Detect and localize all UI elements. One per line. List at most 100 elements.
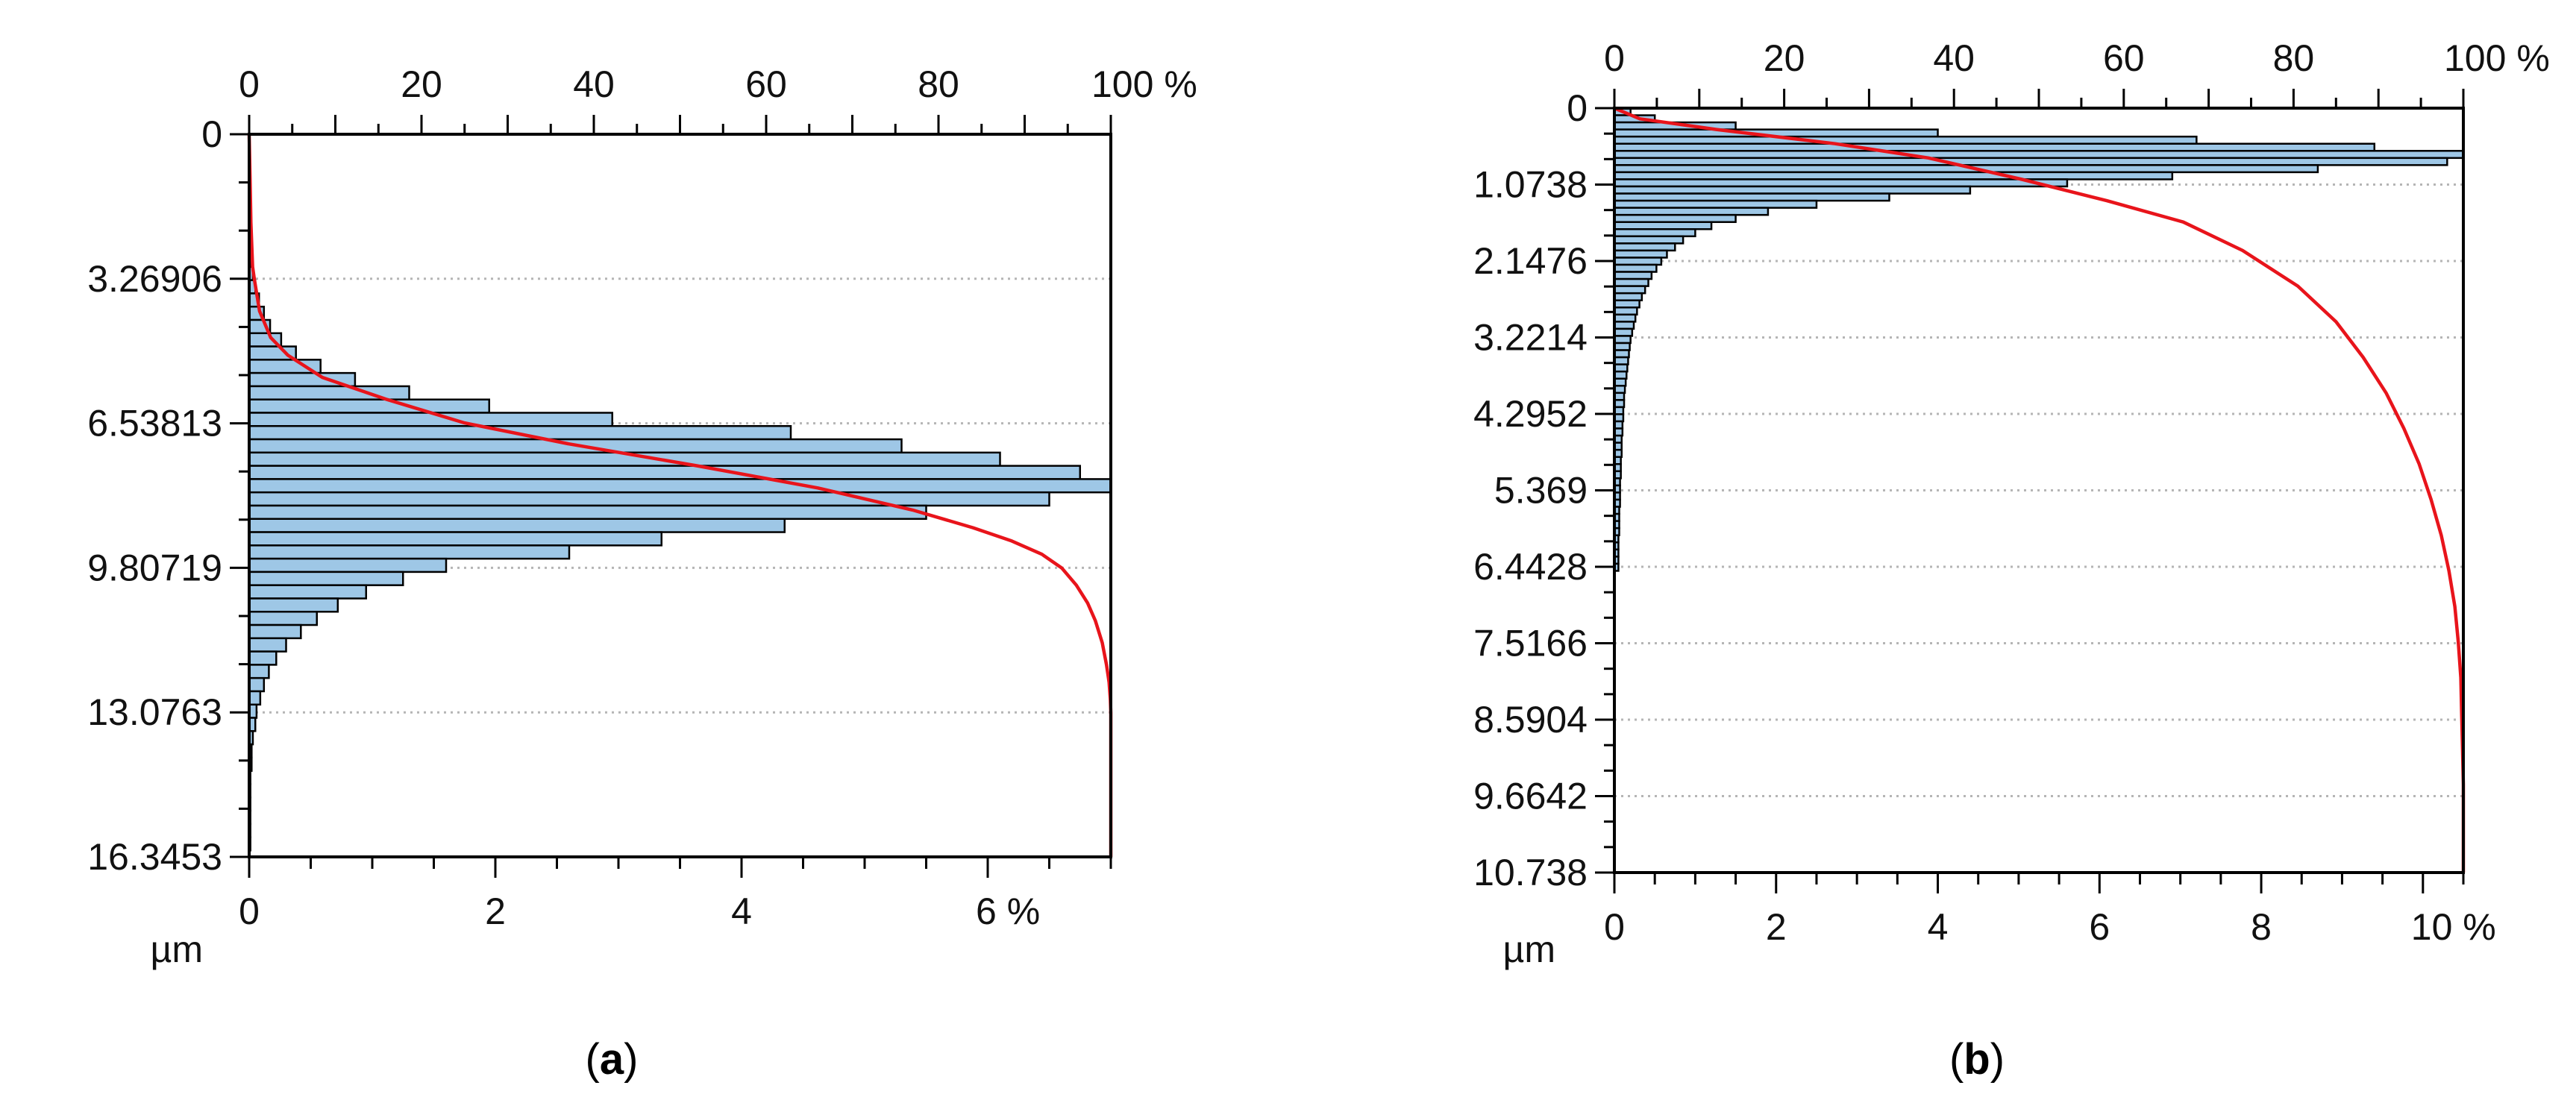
x-bottom-tick-label-a-2: 4: [731, 890, 752, 932]
x-top-tick-label-a-4: 80: [918, 63, 959, 105]
x-top-tick-label-a-3: 60: [745, 63, 787, 105]
histogram-bar-b-28: [1613, 307, 1638, 316]
x-bottom-tick-label-a-0: 0: [239, 890, 260, 932]
histogram-bar-b-5: [1613, 142, 2376, 152]
panel-caption-b: (b): [1949, 1035, 2005, 1084]
histogram-bar-b-23: [1613, 271, 1653, 280]
x-top-tick-label-b-2: 40: [1933, 37, 1975, 79]
histogram-bar-a-24: [248, 571, 404, 586]
x-top-tick-label-a-5: 100 %: [1091, 63, 1197, 105]
histogram-bar-a-28: [248, 623, 302, 640]
histogram-bar-b-18: [1613, 235, 1685, 245]
y-tick-label-b-9: 9.6642: [1473, 776, 1588, 817]
histogram-bar-b-37: [1613, 370, 1628, 380]
histogram-bar-b-39: [1613, 385, 1626, 395]
x-top-tick-label-a-2: 40: [573, 63, 615, 105]
x-top-tick-label-b-1: 20: [1764, 37, 1805, 79]
histogram-bar-a-33: [248, 690, 262, 706]
y-tick-label-a-2: 6.53813: [87, 403, 222, 444]
y-tick-label-a-1: 3.26906: [87, 258, 222, 300]
histogram-bar-b-11: [1613, 185, 1972, 195]
x-top-tick-label-b-5: 100 %: [2444, 37, 2550, 79]
panel-caption-a: (a): [586, 1035, 639, 1084]
histogram-bar-a-18: [248, 491, 1050, 507]
histogram-bar-b-32: [1613, 335, 1632, 345]
histogram-bar-a-32: [248, 676, 266, 693]
histogram-bar-b-6: [1613, 150, 2465, 160]
y-tick-label-b-3: 3.2214: [1473, 317, 1588, 359]
y-unit-label-a: µm: [151, 928, 203, 970]
y-tick-label-b-2: 2.1476: [1473, 240, 1588, 282]
y-tick-label-a-4: 13.0763: [87, 691, 222, 733]
y-tick-label-b-10: 10.738: [1473, 852, 1588, 893]
x-top-tick-label-b-0: 0: [1604, 37, 1625, 79]
histogram-bar-a-16: [248, 465, 1081, 480]
histogram-bar-a-19: [248, 504, 927, 521]
x-top-tick-label-b-3: 60: [2103, 37, 2145, 79]
histogram-bar-a-17: [248, 478, 1112, 494]
histogram-bar-a-29: [248, 637, 287, 653]
x-bottom-tick-label-b-0: 0: [1604, 906, 1625, 948]
x-bottom-tick-label-b-1: 2: [1766, 906, 1787, 948]
y-tick-label-b-6: 6.4428: [1473, 546, 1588, 588]
histogram-bar-a-25: [248, 584, 367, 600]
histogram-bar-b-20: [1613, 249, 1668, 259]
histogram-bar-b-21: [1613, 257, 1663, 266]
histogram-bar-b-7: [1613, 157, 2448, 166]
x-bottom-tick-label-a-1: 2: [485, 890, 506, 932]
y-tick-label-b-5: 5.369: [1494, 470, 1588, 512]
x-top-tick-label-b-4: 80: [2273, 37, 2315, 79]
caption-letter-a: a: [600, 1035, 624, 1084]
histogram-bar-a-22: [248, 544, 571, 560]
histogram-bar-b-26: [1613, 292, 1643, 301]
x-top-tick-label-a-0: 0: [239, 63, 260, 105]
histogram-bar-b-38: [1613, 377, 1627, 387]
histogram-bar-b-24: [1613, 277, 1649, 287]
histogram-bar-a-21: [248, 531, 662, 547]
x-bottom-tick-label-b-2: 4: [1928, 906, 1949, 948]
y-tick-label-b-8: 8.5904: [1473, 699, 1588, 741]
histogram-bar-b-10: [1613, 178, 2069, 188]
caption-open-b: (: [1949, 1035, 1964, 1084]
cumulative-curve-b: [1614, 106, 2466, 873]
histogram-bar-b-31: [1613, 327, 1634, 337]
histogram-bar-a-31: [248, 664, 270, 679]
y-tick-label-a-0: 0: [201, 113, 222, 155]
histogram-bar-b-29: [1613, 313, 1637, 323]
histogram-bar-b-13: [1613, 199, 1818, 209]
x-bottom-tick-label-a-3: 6 %: [976, 890, 1040, 932]
histogram-bar-b-35: [1613, 356, 1629, 365]
x-bottom-tick-label-b-3: 6: [2089, 906, 2110, 948]
panel-a: 0 3.26906 6.53813 9.80719 13.0763 16.3453 0 2 4 6…: [87, 63, 1197, 1084]
histogram-bar-b-36: [1613, 363, 1629, 373]
x-bottom-tick-label-b-5: 10 %: [2411, 906, 2496, 948]
x-bottom-tick-label-b-4: 8: [2251, 906, 2272, 948]
x-top-tick-label-a-1: 20: [401, 63, 442, 105]
histogram-bar-b-27: [1613, 299, 1640, 309]
histogram-bar-b-4: [1613, 135, 2198, 145]
histogram-bar-a-23: [248, 557, 448, 574]
histogram-bar-a-20: [248, 518, 786, 533]
y-tick-label-a-3: 9.80719: [87, 547, 222, 588]
histogram-bar-a-26: [248, 597, 339, 613]
histogram-bar-a-30: [248, 650, 278, 666]
caption-close-b: ): [1990, 1035, 2005, 1084]
histogram-bar-b-12: [1613, 192, 1890, 202]
histogram-bar-b-34: [1613, 349, 1630, 359]
histogram-bar-b-16: [1613, 221, 1713, 230]
histogram-bar-b-30: [1613, 321, 1635, 330]
histogram-bar-b-14: [1613, 207, 1770, 216]
y-unit-label-b: µm: [1503, 928, 1555, 970]
histogram-bar-b-9: [1613, 171, 2174, 180]
y-tick-label-b-7: 7.5166: [1473, 623, 1588, 664]
histogram-bar-a-11: [248, 398, 490, 414]
caption-letter-b: b: [1964, 1035, 1990, 1084]
histogram-bar-b-15: [1613, 213, 1737, 223]
panel-b: 0 1.0738 2.1476 3.2214 4.2952 5.369 6.4428 7.51…: [1473, 37, 2550, 1084]
histogram-bar-b-17: [1613, 228, 1696, 238]
y-tick-label-b-1: 1.0738: [1473, 164, 1588, 206]
histogram-bar-b-19: [1613, 242, 1676, 252]
y-tick-label-b-4: 4.2952: [1473, 393, 1588, 435]
y-tick-label-a-5: 16.3453: [87, 836, 222, 878]
